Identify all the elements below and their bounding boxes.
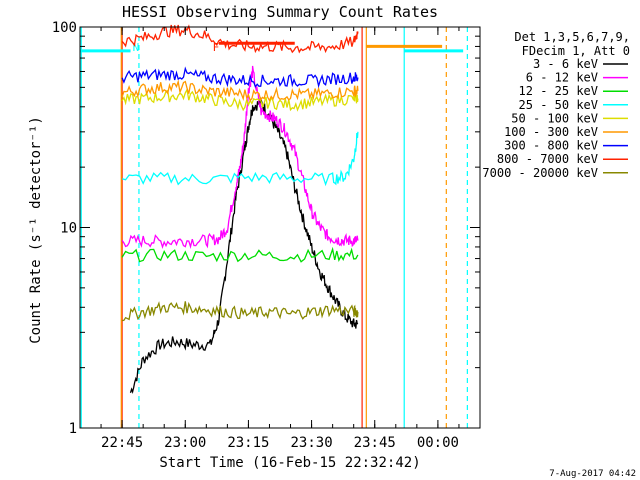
axes: 22:45 23:00 23:15 23:30 23:45 00:00 1 10 100	[52, 20, 481, 451]
legend: Det 1,3,5,6,7,9,FDecim 1, Att 03 - 6 keV…	[482, 30, 630, 180]
x-axis-label: Start Time (16-Feb-15 22:32:42)	[159, 455, 420, 471]
series-line-5	[121, 79, 359, 102]
legend-label: 7000 - 20000 keV	[482, 166, 598, 180]
legend-label: 6 - 12 keV	[526, 71, 598, 85]
legend-label: 800 - 7000 keV	[497, 152, 598, 166]
annotation-n: N	[133, 41, 140, 54]
chart-title: HESSI Observing Summary Count Rates	[122, 3, 438, 21]
series-line-7	[121, 24, 359, 54]
series-line-8	[121, 301, 359, 322]
x-tick-label: 23:15	[227, 435, 269, 451]
legend-label: 25 - 50 keV	[519, 98, 598, 112]
legend-header-line: FDecim 1, Att 0	[522, 44, 630, 58]
series-line-2	[121, 246, 359, 263]
annotation-f: F	[213, 41, 220, 54]
series-line-4	[121, 87, 359, 112]
y-tick-label: 1	[69, 421, 77, 437]
x-tick-label: 23:00	[164, 435, 206, 451]
legend-label: 300 - 800 keV	[504, 139, 598, 153]
x-tick-label: 23:45	[354, 435, 396, 451]
footer-date: 7-Aug-2017 04:42	[549, 469, 636, 479]
legend-label: 50 - 100 keV	[511, 111, 598, 125]
y-axis-label: Count Rate (s⁻¹ detector⁻¹)	[28, 116, 44, 344]
series-line-6	[121, 66, 359, 89]
y-tick-label: 100	[52, 20, 77, 36]
series-line-3	[121, 131, 359, 187]
y-tick-label: 10	[60, 221, 77, 237]
x-tick-label: 22:45	[101, 435, 143, 451]
legend-label: 12 - 25 keV	[519, 84, 598, 98]
legend-header-line: Det 1,3,5,6,7,9,	[514, 30, 630, 44]
x-tick-label: 00:00	[417, 435, 459, 451]
x-tick-label: 23:30	[291, 435, 333, 451]
legend-label: 100 - 300 keV	[504, 125, 598, 139]
legend-label: 3 - 6 keV	[533, 57, 598, 71]
series-line-1	[121, 65, 359, 250]
